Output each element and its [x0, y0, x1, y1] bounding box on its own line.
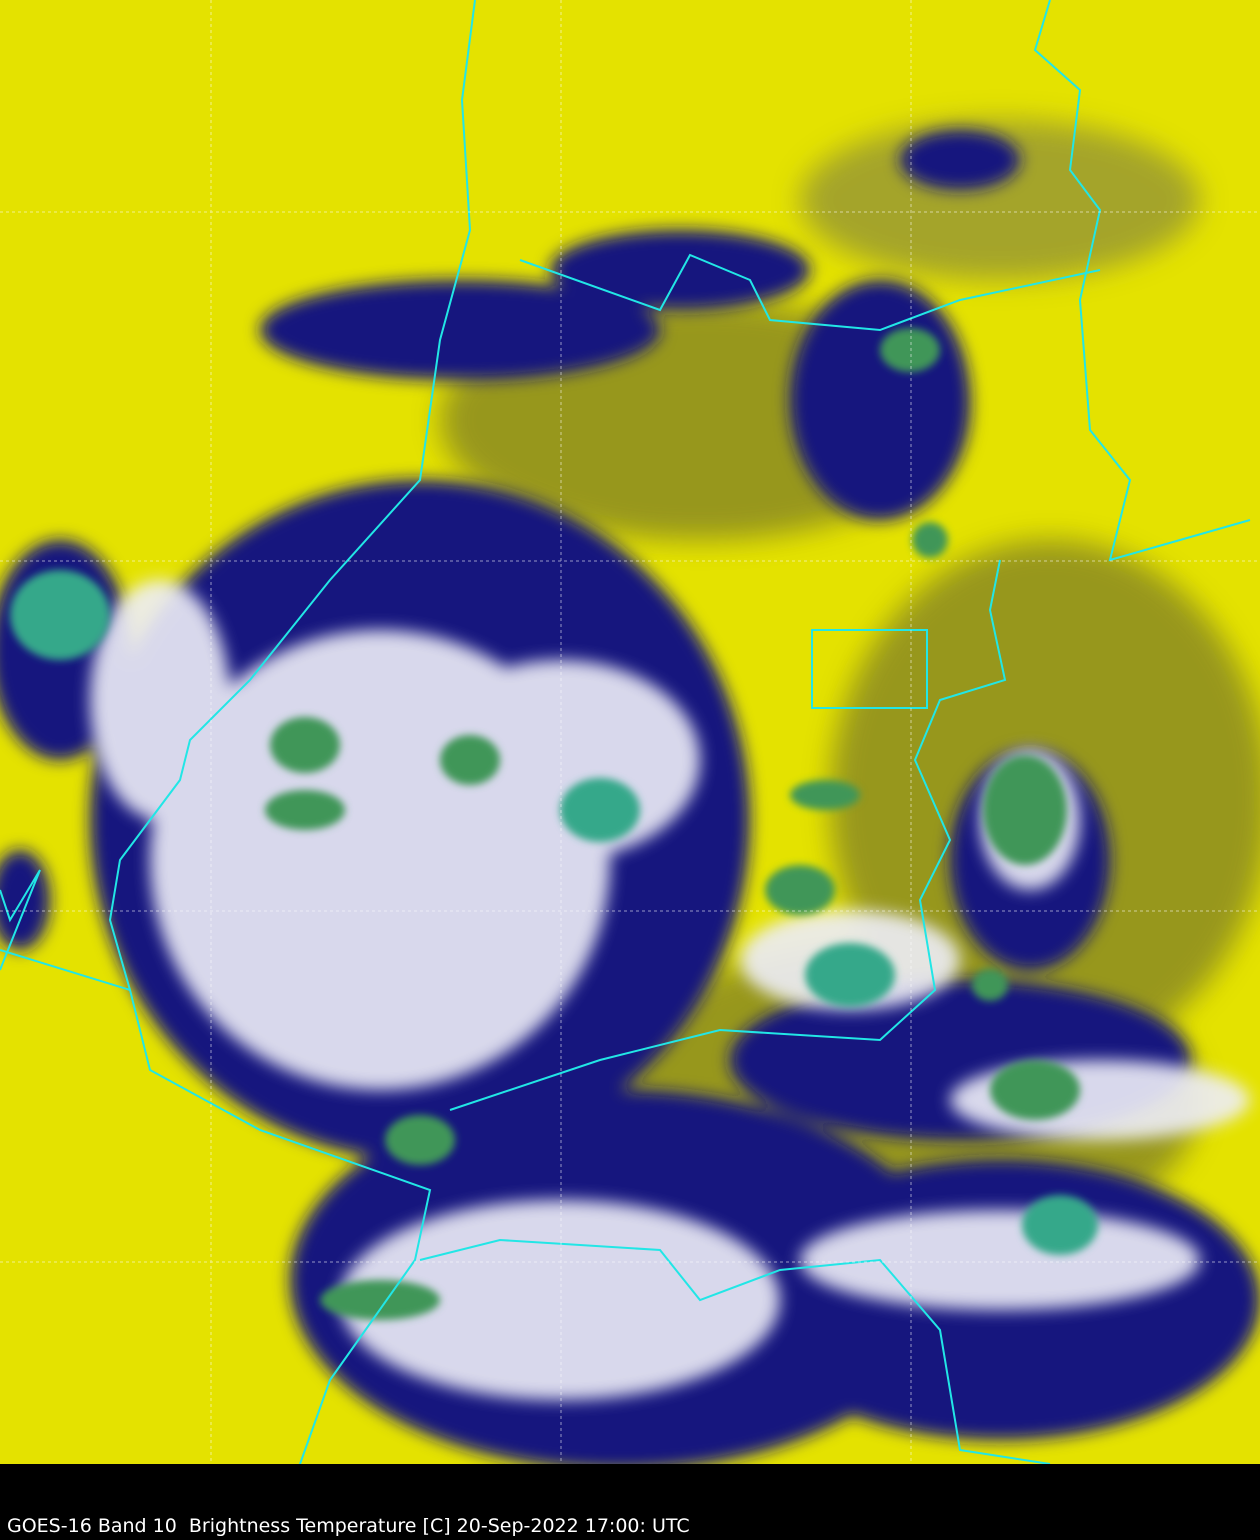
lat-lon-grid [0, 0, 1260, 1464]
satellite-map [0, 0, 1260, 1464]
image-caption: GOES-16 Band 10 Brightness Temperature [… [7, 1515, 690, 1537]
political-borders [0, 0, 1251, 1464]
cloud-white [90, 580, 1250, 1400]
cold-cloud-cores [10, 328, 1098, 1320]
